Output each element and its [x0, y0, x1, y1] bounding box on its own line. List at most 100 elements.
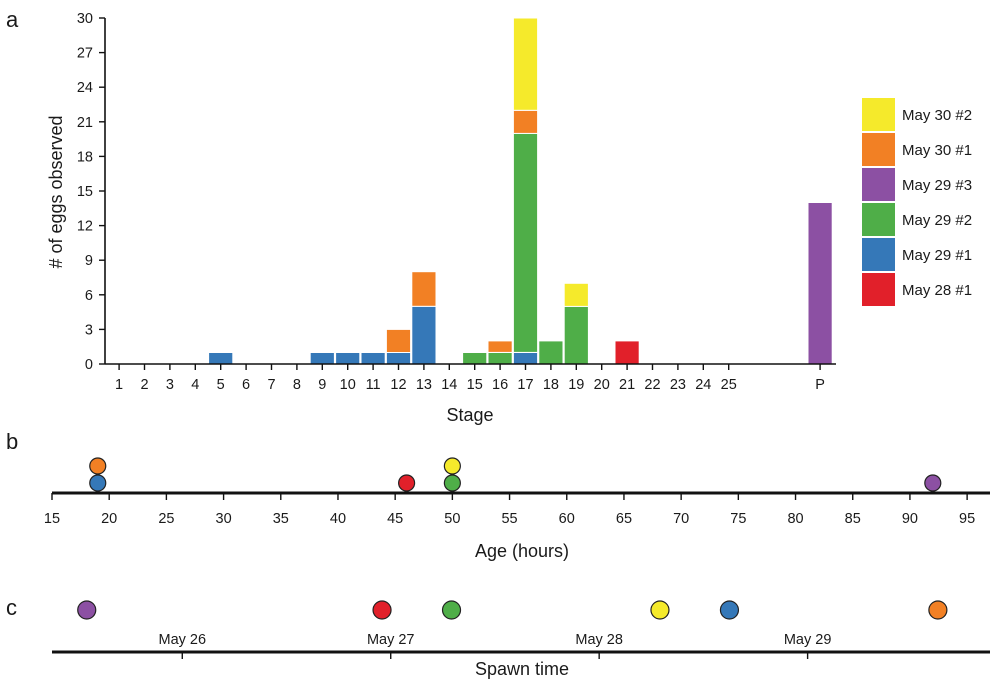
bar-may-29-1-stage-11	[360, 352, 386, 365]
x-tick-label: 10	[340, 377, 356, 393]
bar-may-29-1-stage-10	[335, 352, 361, 365]
y-tick-label: 3	[85, 322, 93, 338]
y-tick-label: 15	[77, 184, 93, 200]
x-tick-label: 25	[721, 377, 737, 393]
age-point-may-30-1	[89, 457, 107, 475]
panel-letter-a: a	[6, 7, 19, 32]
x-tick-label: 7	[267, 377, 275, 393]
x-tick-label: 6	[242, 377, 250, 393]
bar-may-30-1-stage-16	[487, 340, 513, 353]
age-tick-label: 40	[330, 511, 346, 527]
x-tick-label: 11	[366, 377, 381, 393]
bar-may-29-2-stage-16	[487, 352, 513, 365]
x-tick-label: 23	[670, 377, 686, 393]
age-point-may-30-2	[443, 457, 461, 475]
bar-may-29-1-stage-13	[411, 305, 437, 365]
age-point-may-28-1	[398, 474, 416, 492]
x-tick-label: 9	[318, 377, 326, 393]
x-tick-label: 18	[543, 377, 559, 393]
legend-label-may-30-1: May 30 #1	[902, 142, 972, 159]
y-ticks: 0 3 6 9 12 15 18 21 24 27 30	[77, 11, 105, 373]
x-tick-label: 8	[293, 377, 301, 393]
bar-marks	[208, 17, 833, 365]
x-tick-label: P	[815, 377, 825, 393]
panel-letter-c: c	[6, 595, 17, 620]
legend-label-may-29-3: May 29 #3	[902, 177, 972, 194]
age-axis-title: Age (hours)	[475, 541, 569, 561]
legend: May 30 #2 May 30 #1 May 29 #3 May 29 #2 May …	[862, 98, 972, 306]
bar-may-29-2-stage-18	[538, 340, 564, 365]
y-tick-label: 12	[77, 219, 93, 235]
bar-may-29-1-stage-17	[512, 352, 539, 365]
age-tick-label: 90	[902, 511, 918, 527]
x-tick-label: 17	[517, 377, 533, 393]
legend-swatch-may-30-1	[862, 133, 895, 166]
spawn-tick-label: May 28	[575, 632, 623, 648]
age-tick-label: 45	[387, 511, 403, 527]
bar-may-30-1-stage-17	[512, 109, 539, 134]
legend-label-may-29-1: May 29 #1	[902, 247, 972, 264]
x-tick-label: 24	[695, 377, 711, 393]
spawn-point-may-29-3	[77, 600, 97, 620]
bar-may-29-2-stage-19	[563, 305, 589, 365]
age-tick-label: 70	[673, 511, 689, 527]
x-tick-label: 13	[416, 377, 432, 393]
age-tick-label: 35	[273, 511, 289, 527]
spawn-point-may-30-1	[928, 600, 948, 620]
age-tick-label: 50	[444, 511, 460, 527]
legend-label-may-28-1: May 28 #1	[902, 282, 972, 299]
bar-may-29-1-stage-12	[385, 352, 412, 365]
x-tick-label: 19	[568, 377, 584, 393]
y-tick-label: 30	[77, 11, 93, 27]
age-tick-label: 60	[559, 511, 575, 527]
age-tick-label: 15	[44, 511, 60, 527]
age-tick-label: 75	[730, 511, 746, 527]
x-tick-label: 14	[441, 377, 457, 393]
legend-swatch-may-29-2	[862, 203, 895, 236]
x-tick-label: 15	[467, 377, 483, 393]
spawn-point-may-30-2	[650, 600, 670, 620]
age-tick-label: 55	[501, 511, 517, 527]
legend-swatch-may-29-3	[862, 168, 895, 201]
legend-swatch-may-30-2	[862, 98, 895, 131]
x-tick-label: 21	[619, 377, 635, 393]
spawn-ticks: May 26 May 27 May 28 May 29	[158, 632, 831, 659]
bar-may-29-1-stage-5	[208, 352, 234, 365]
spawn-timeline-chart: May 26 May 27 May 28 May 29 Spawn time	[52, 600, 990, 679]
age-tick-label: 30	[216, 511, 232, 527]
legend-swatch-may-28-1	[862, 273, 895, 306]
age-tick-label: 25	[158, 511, 174, 527]
age-point-may-29-3	[924, 474, 942, 492]
y-tick-label: 9	[85, 253, 93, 269]
spawn-points	[77, 600, 948, 620]
spawn-point-may-29-2	[441, 600, 462, 620]
x-tick-label: 5	[217, 377, 225, 393]
bar-may-30-2-stage-17	[512, 17, 539, 111]
bar-may-29-2-stage-15	[462, 352, 488, 365]
age-timeline-chart: 15 20 25 30 35 40 45 50 55 60 65 70 75 80 85 90 95 Age (…	[44, 457, 990, 561]
x-tick-label: 22	[644, 377, 660, 393]
age-point-may-29-2	[443, 474, 461, 492]
legend-swatch-may-29-1	[862, 238, 895, 271]
x-ticks: 1 2 3 4 5 6 7 8 9 10 11 12 13 14 15 16 17 18 19 20 21 22 23 24 2…	[115, 364, 825, 393]
spawn-point-may-28-1	[372, 600, 392, 620]
y-tick-label: 18	[77, 149, 93, 165]
spawn-tick-label: May 27	[367, 632, 415, 648]
x-tick-label: 16	[492, 377, 508, 393]
age-tick-label: 80	[787, 511, 803, 527]
age-tick-label: 65	[616, 511, 632, 527]
x-tick-label: 3	[166, 377, 174, 393]
age-ticks: 15 20 25 30 35 40 45 50 55 60 65 70 75 80 85 90 95	[44, 493, 975, 527]
x-tick-label: 1	[115, 377, 123, 393]
y-tick-label: 27	[77, 46, 93, 62]
bar-may-28-1-stage-21	[614, 340, 640, 365]
bar-may-29-3-stage-p	[807, 202, 833, 365]
spawn-axis-title: Spawn time	[475, 659, 569, 679]
y-tick-label: 21	[77, 115, 93, 131]
bar-may-30-1-stage-12	[385, 328, 412, 353]
legend-label-may-30-2: May 30 #2	[902, 107, 972, 124]
y-tick-label: 24	[77, 80, 93, 96]
x-axis-title: Stage	[446, 405, 493, 425]
age-point-may-29-1	[89, 474, 107, 492]
